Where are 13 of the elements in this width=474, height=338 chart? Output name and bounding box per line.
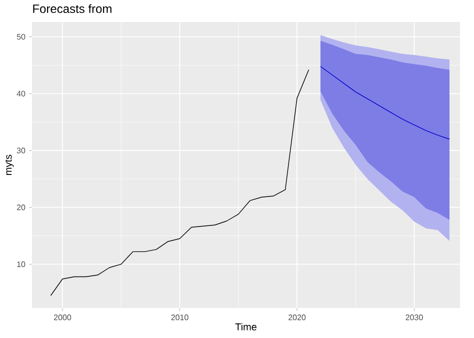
y-tick-label: 30: [16, 148, 26, 154]
y-tick-label: 10: [17, 261, 26, 268]
x-tick-label: 2000: [54, 314, 72, 320]
y-tick-label: 50: [16, 34, 26, 40]
y-axis-title: myts: [5, 154, 14, 175]
chart-title: Forecasts from: [33, 4, 112, 13]
x-axis-title: Time: [235, 323, 256, 330]
x-tick-label: 2010: [171, 314, 188, 320]
y-tick-label: 20: [16, 204, 26, 210]
x-tick-label: 2030: [406, 314, 423, 320]
line-series: [50, 69, 310, 296]
x-tick-label: 2020: [288, 314, 306, 320]
y-tick-label: 40: [16, 90, 26, 96]
